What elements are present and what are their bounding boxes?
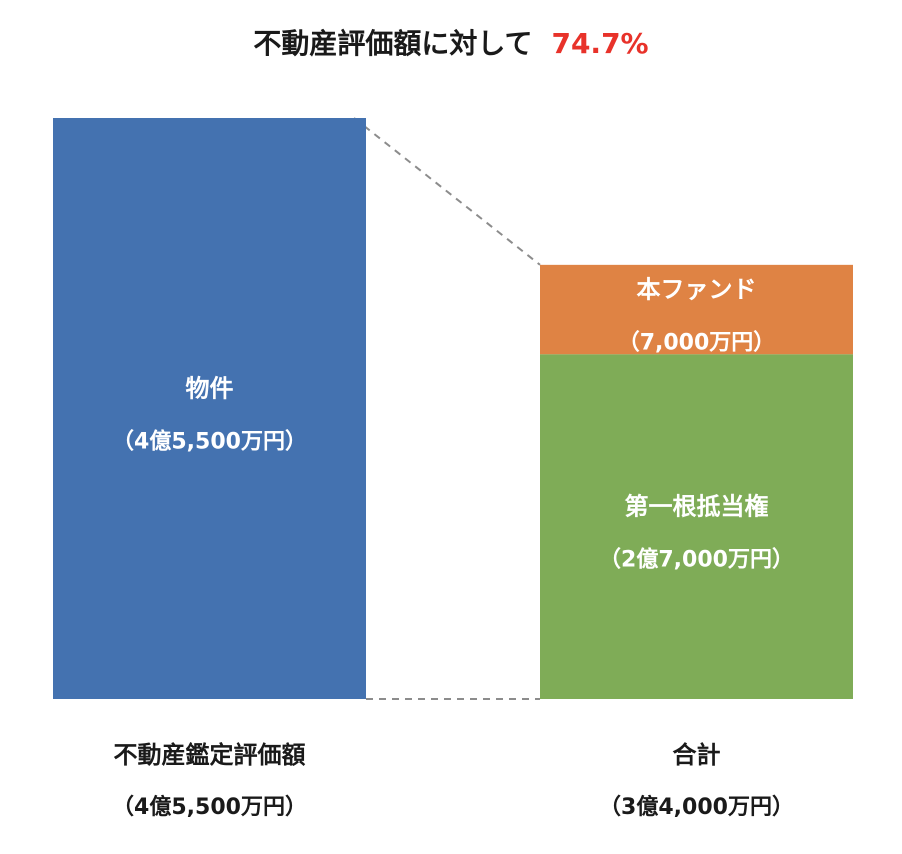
category-label-1: 不動産鑑定評価額	[114, 741, 306, 769]
bar-label-name-1: 物件	[186, 375, 234, 403]
bar-segment-1-category-1	[53, 118, 366, 699]
connector-lines	[353, 117, 541, 700]
connector-top-line	[353, 117, 541, 266]
bar-labels: 物件 （4億5,500万円） 第一根抵当権 （2億7,000万円） 本ファンド （7,00…	[112, 276, 794, 573]
chart-title: 不動産評価額に対して 74.7%	[253, 27, 648, 60]
category-total-label-1: （4億5,500万円）	[112, 794, 307, 820]
bar-label-name-3: 本ファンド	[637, 276, 757, 304]
bar-label-value-2: （2億7,000万円）	[599, 547, 794, 573]
bar-label-value-1: （4億5,500万円）	[112, 429, 307, 455]
category-total-label-2: （3億4,000万円）	[599, 794, 794, 820]
chart-title-prefix: 不動産評価額に対して	[253, 27, 532, 60]
chart-title-percentage: 74.7%	[551, 27, 648, 60]
bar-segment-2-category-2	[540, 354, 853, 699]
bar-label-value-3: （7,000万円）	[618, 331, 776, 356]
bar-label-name-2: 第一根抵当権	[625, 493, 769, 521]
bar-segment-3-category-2	[540, 264, 853, 355]
bars	[53, 118, 853, 699]
category-labels: 不動産鑑定評価額 （4億5,500万円） 合計 （3億4,000万円）	[112, 741, 794, 820]
category-label-2: 合計	[673, 741, 721, 769]
